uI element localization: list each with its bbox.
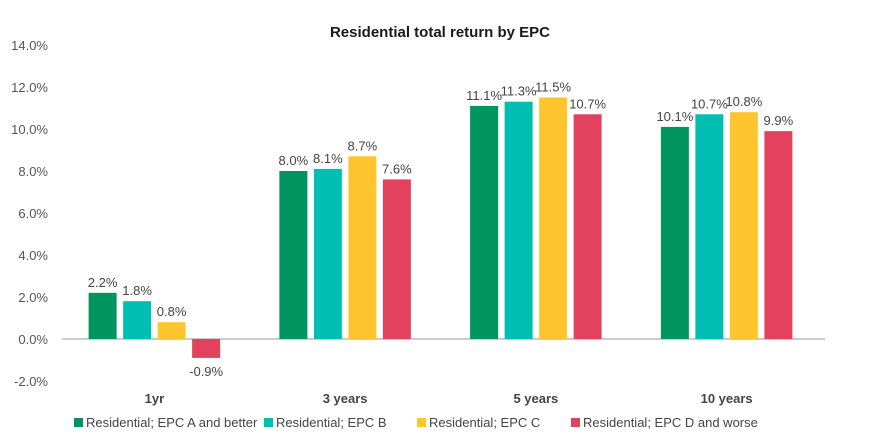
data-label: 8.7%	[348, 138, 378, 153]
bar	[123, 301, 152, 339]
data-label: 11.3%	[501, 84, 537, 99]
y-tick-label: 0.0%	[18, 332, 48, 347]
bar	[382, 179, 411, 339]
legend-label: Residential; EPC D and worse	[583, 415, 758, 430]
y-tick-label: 4.0%	[18, 248, 48, 263]
bar	[157, 322, 186, 339]
data-label: -0.9%	[189, 364, 223, 379]
bar	[729, 112, 758, 339]
bar	[764, 131, 793, 339]
x-category-label: 10 years	[701, 391, 753, 406]
y-tick-label: 2.0%	[18, 290, 48, 305]
bar	[573, 114, 602, 339]
data-label: 0.8%	[157, 304, 187, 319]
data-label: 2.2%	[88, 275, 118, 290]
data-label: 10.7%	[569, 96, 606, 111]
bar	[470, 105, 499, 340]
data-label: 1.8%	[122, 283, 152, 298]
x-category-label: 1yr	[145, 391, 165, 406]
bar	[348, 156, 377, 339]
bar	[313, 168, 342, 339]
y-tick-label: 14.0%	[11, 38, 48, 53]
legend-swatch	[74, 418, 83, 427]
x-category-label: 5 years	[513, 391, 558, 406]
bar	[192, 339, 221, 358]
data-label: 9.9%	[764, 113, 794, 128]
bar	[279, 171, 308, 339]
legend-label: Residential; EPC C	[429, 415, 540, 430]
data-label: 10.7%	[691, 96, 728, 111]
bar	[504, 101, 533, 339]
data-label: 8.1%	[313, 151, 343, 166]
data-label: 11.1%	[466, 88, 502, 103]
x-category-label: 3 years	[323, 391, 368, 406]
legend-swatch	[264, 418, 273, 427]
data-label: 10.8%	[725, 94, 762, 109]
data-label: 10.1%	[656, 109, 693, 124]
data-label: 8.0%	[279, 153, 309, 168]
legend-swatch	[417, 418, 426, 427]
legend-label: Residential; EPC B	[276, 415, 387, 430]
legend-label: Residential; EPC A and better	[86, 415, 258, 430]
y-tick-label: 8.0%	[18, 164, 48, 179]
y-tick-label: -2.0%	[14, 374, 48, 389]
chart-title: Residential total return by EPC	[330, 24, 550, 41]
bar	[88, 292, 117, 339]
y-tick-label: 6.0%	[18, 206, 48, 221]
legend-swatch	[571, 418, 580, 427]
data-label: 11.5%	[535, 80, 571, 95]
bar	[660, 126, 689, 340]
y-tick-label: 10.0%	[11, 122, 48, 137]
y-tick-label: 12.0%	[11, 80, 48, 95]
bar	[695, 114, 724, 339]
data-label: 7.6%	[382, 161, 412, 176]
bar	[539, 97, 568, 339]
